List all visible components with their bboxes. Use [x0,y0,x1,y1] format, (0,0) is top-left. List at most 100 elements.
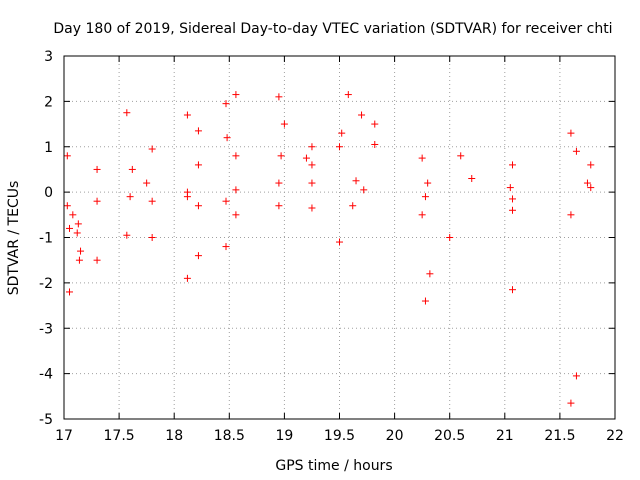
x-tick-label: 18 [165,428,183,444]
data-point [275,93,283,101]
data-point [308,143,316,151]
data-point [426,270,434,278]
y-tick-label: -4 [39,367,53,383]
data-point [232,211,240,219]
data-point [277,152,285,160]
data-point [349,202,357,210]
data-point [344,91,352,99]
data-point [509,161,517,169]
y-tick-label: 0 [44,185,53,201]
data-point [509,195,517,203]
data-point [280,120,288,128]
y-tick-label: -2 [39,276,53,292]
data-point [567,211,575,219]
data-point [572,372,580,380]
data-point [302,154,310,162]
data-point [148,197,156,205]
data-point [93,256,101,264]
x-tick-label: 17 [55,428,73,444]
data-point [223,134,231,142]
data-point [509,286,517,294]
data-point [583,179,591,187]
x-tick-label: 21 [496,428,514,444]
x-tick-label: 18.5 [214,428,245,444]
data-point [446,234,454,241]
data-point [123,109,131,117]
data-point [183,111,191,119]
data-point [371,140,379,148]
data-point [148,234,156,241]
data-point [587,184,595,192]
data-point [69,211,77,219]
data-point [232,91,240,99]
data-point [222,197,230,205]
data-point [424,179,432,187]
data-point [457,152,465,160]
plot-frame [63,55,616,420]
data-point [183,193,191,201]
data-point [148,145,156,153]
data-point [468,175,476,183]
data-point [222,100,230,108]
data-point [63,202,71,210]
data-point [194,202,202,210]
y-tick-label: 2 [44,94,53,110]
data-point [338,129,346,137]
data-point [222,243,230,251]
data-point [509,206,517,214]
data-point [194,161,202,169]
y-tick-label: 3 [44,49,53,65]
data-point [418,154,426,162]
data-point [194,127,202,135]
x-tick-label: 21.5 [544,428,575,444]
data-point [75,256,83,264]
data-point [336,143,343,151]
data-point [232,152,240,160]
data-point [232,186,240,194]
y-tick-label: 1 [44,140,53,156]
y-tick-label: -1 [39,231,53,247]
data-point [126,193,134,201]
y-axis-label: SDTVAR / TECUs [6,181,22,296]
data-point [352,177,360,185]
y-tick-label: -3 [39,321,53,337]
x-tick-label: 19 [275,428,293,444]
x-tick-labels: 17 17.5 18 18.5 19 19.5 20 20.5 21 21.5 22 [55,428,624,444]
x-tick-label: 20 [386,428,404,444]
data-point [418,211,426,219]
data-point [66,224,74,232]
data-point [123,231,131,239]
data-point [358,111,366,119]
data-point [572,147,580,155]
data-point [371,120,379,128]
data-point [63,152,71,160]
data-point [66,288,74,296]
grid [64,56,615,419]
data-point [93,197,101,205]
data-point [421,297,429,305]
data-point [74,220,82,228]
data-point [308,204,316,212]
x-tick-label: 19.5 [324,428,355,444]
data-points [63,91,595,407]
data-point [275,202,283,210]
data-point [77,247,85,255]
y-tick-labels: -5 -4 -3 -2 -1 0 1 2 3 [39,49,53,428]
x-tick-label: 20.5 [434,428,465,444]
data-point [421,193,429,201]
data-point [336,238,343,246]
data-point [73,229,81,237]
x-tick-label: 22 [606,428,624,444]
x-axis-label: GPS time / hours [275,458,392,474]
chart-title: Day 180 of 2019, Sidereal Day-to-day VTE… [53,21,612,37]
data-point [183,274,191,282]
data-point [128,165,136,173]
data-point [275,179,283,187]
data-point [360,186,368,194]
data-point [308,179,316,187]
data-point [143,179,151,187]
data-point [567,129,575,137]
y-tick-label: -5 [39,412,53,428]
x-tick-label: 17.5 [104,428,135,444]
